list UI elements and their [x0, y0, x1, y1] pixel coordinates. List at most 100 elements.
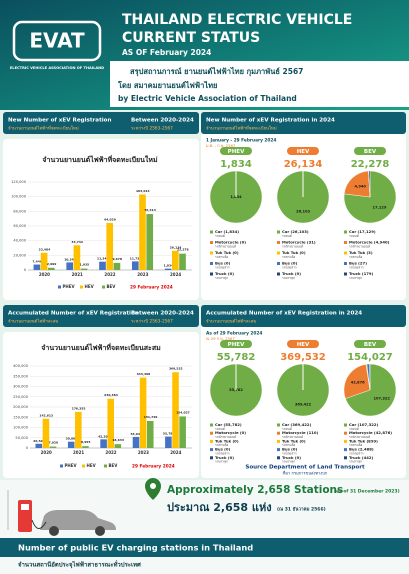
legend-swatch [344, 423, 347, 427]
legend-swatch [210, 456, 213, 460]
pie-label: 17,129 [373, 206, 387, 210]
data-label: 26,134 [170, 245, 182, 249]
data-label: 154,027 [176, 410, 190, 414]
bar [33, 264, 41, 270]
data-label: 103,014 [136, 189, 150, 193]
legend-swatch [210, 251, 213, 255]
y-tick-label: 100,000 [13, 426, 29, 430]
legend-label: Car (107,322) [349, 422, 379, 427]
bar [164, 268, 172, 270]
legend-thai: รถโดยสาร [349, 264, 364, 269]
y-tick-label: 20,000 [13, 253, 26, 257]
data-label: 42,209 [98, 434, 110, 438]
pie-pill [220, 147, 252, 155]
legend-swatch [277, 251, 280, 255]
y-tick-label: 40,000 [13, 239, 26, 243]
legend-swatch [277, 423, 280, 427]
logo-caption: ELECTRIC VEHICLE ASSOCIATION OF THAILAND [10, 66, 104, 70]
pie-total: 369,532 [280, 352, 326, 363]
section-period: Between 2020-2024 [131, 118, 194, 124]
data-label: 343,398 [137, 372, 151, 376]
legend-thai: รถโดยสาร [282, 450, 297, 455]
section-title: New Number of xEV Registration [8, 118, 112, 124]
data-label: 64,029 [104, 218, 116, 222]
bar [73, 245, 81, 270]
section-banner [3, 305, 199, 327]
y-tick-label: 300,000 [13, 385, 29, 389]
legend-swatch [277, 272, 280, 276]
logo-text: EVAT [29, 29, 85, 53]
bar [132, 436, 140, 448]
section-banner [201, 112, 406, 134]
section-banner [201, 305, 406, 327]
legend-thai: รถจักรยานยนต์ [215, 435, 236, 439]
legend-swatch [344, 262, 347, 265]
legend-swatch [277, 230, 280, 234]
bar [146, 214, 154, 270]
pie-label: 1,834 [230, 195, 242, 199]
pie-pill [354, 340, 386, 348]
by-line: by Electric Vehicle Association of Thail… [118, 94, 297, 103]
legend-label: Truck (0) [282, 455, 301, 460]
pie-label: 107,322 [373, 396, 390, 400]
data-label: 1,834 [164, 264, 174, 268]
legend-swatch [277, 431, 280, 435]
legend-label: Motorcycle (0) [215, 240, 246, 245]
legend-swatch [210, 230, 213, 234]
bar [165, 436, 172, 448]
pie-pill [287, 340, 319, 348]
legend-label: PHEV [63, 284, 76, 289]
chart-title: จำนวนยานยนต์ไฟฟ้าที่จดทะเบียนใหม่ [42, 154, 158, 164]
legend-label: BEV [107, 284, 117, 289]
data-label: 9,678 [112, 257, 122, 261]
section-banner [3, 112, 199, 134]
pie-title: PHEV [228, 149, 245, 155]
legend-swatch [210, 272, 213, 276]
legend-label: Bus (0) [282, 447, 298, 452]
y-tick-label: 0 [24, 268, 27, 272]
legend-swatch [80, 285, 83, 289]
legend-thai: รถบรรทุก [215, 460, 228, 465]
legend-thai: รถจักรยานยนต์ [282, 435, 303, 439]
legend-label: Bus (0) [215, 447, 231, 452]
legend-label: Car (369,422) [282, 422, 312, 427]
pie-total: 154,027 [347, 352, 393, 363]
legend-label: Bus (2,488) [349, 447, 374, 452]
legend-swatch [210, 423, 213, 427]
legend-thai: รถบรรทุก [215, 276, 228, 281]
pie-title: BEV [364, 149, 377, 155]
section-title: New Number of xEV Registration in 2024 [206, 118, 335, 124]
legend-thai: รถยนต์ [349, 234, 359, 238]
charging-banner-thai: จำนวนสถานีอัดประจุไฟฟ้าสาธารณะทั่วประเทศ [18, 560, 141, 569]
thai-summary: สรุปสถานการณ์ ยานยนต์ไฟฟ้าไทย กุมภาพันธ์… [130, 66, 303, 76]
data-label: 176,355 [72, 406, 86, 410]
pie-label: 4,940 [355, 185, 367, 189]
legend-swatch [344, 241, 347, 244]
legend-swatch [344, 431, 347, 435]
legend-swatch [58, 285, 61, 289]
title: THAILAND ELECTRIC VEHICLE [122, 12, 352, 28]
legend-swatch [277, 439, 280, 443]
panel [3, 332, 199, 478]
legend-label: Truck (179) [349, 271, 374, 276]
legend-label: Bus (0) [282, 261, 298, 266]
data-label: 22,278 [177, 248, 189, 252]
logo-frame [12, 20, 102, 62]
section-period-thai: ณ 29 ก.พ. 2567 [206, 336, 235, 341]
section-thai: จำนวนยานยนต์ไฟฟ้าสะสม [206, 319, 257, 325]
data-label: 53,948 [130, 432, 142, 436]
legend-swatch [210, 448, 213, 452]
bar [131, 261, 139, 270]
bar [82, 446, 89, 448]
section-title: Accumulated Number of xEV Registration i… [206, 311, 362, 317]
y-tick-label: 100,000 [11, 195, 27, 199]
section-period-thai: ระหว่างปี 2563-2567 [131, 319, 173, 325]
legend-swatch [344, 456, 347, 460]
x-tick-label: 2022 [105, 450, 116, 455]
legend-label: BEV [109, 463, 119, 468]
section-thai: จำนวนยานยนต์ไฟฟ้าสะสม [8, 319, 59, 325]
bar [66, 262, 74, 270]
legend-label: HEV [87, 463, 97, 468]
pie-total: 22,278 [351, 159, 390, 170]
